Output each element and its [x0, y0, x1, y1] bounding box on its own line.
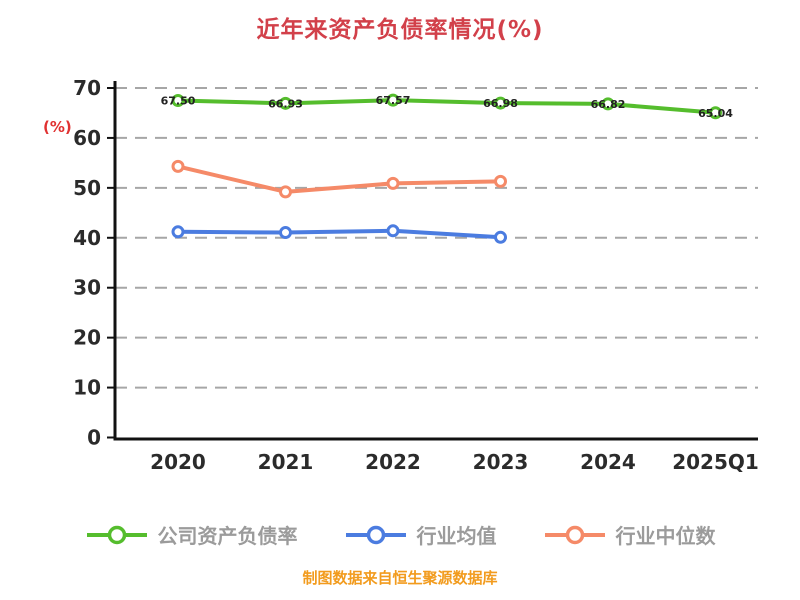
data-point-series-0: [494, 96, 507, 110]
data-point-series-1: [171, 225, 185, 239]
y-tick-label: 50: [73, 176, 101, 200]
legend-marker-industry-mean-icon: [345, 525, 406, 544]
x-tick-label: 2022: [365, 450, 421, 474]
data-point-series-0: [171, 93, 185, 107]
data-point-series-1: [386, 224, 400, 238]
data-point-series-2: [386, 176, 400, 190]
data-source-note: 制图数据来自恒生聚源数据库: [302, 569, 498, 587]
data-point-series-2: [279, 185, 292, 199]
data-point-label: 65.04: [698, 107, 733, 120]
series-line-0: [176, 98, 718, 115]
y-axis-unit-label: (%): [43, 118, 72, 136]
legend-marker-industry-median-icon: [544, 525, 605, 544]
legend: 公司资产负债率 行业均值 行业中位数: [0, 520, 800, 549]
data-point-series-0: [601, 97, 615, 111]
data-point-series-0: [279, 96, 292, 110]
legend-label-industry-mean: 行业均值: [416, 524, 497, 548]
data-point-label: 66.82: [591, 98, 626, 111]
x-tick-label: 2021: [258, 450, 314, 474]
data-point-series-1: [494, 230, 507, 244]
y-tick-label: 10: [73, 376, 101, 400]
y-tick-label: 60: [73, 126, 101, 150]
data-point-series-2: [171, 159, 185, 173]
y-tick-label: 70: [73, 76, 101, 100]
data-point-series-0: [709, 106, 722, 120]
y-tick-label: 0: [87, 426, 101, 450]
x-tick-label: 2025Q1: [672, 450, 759, 474]
legend-marker-company-ratio-icon: [86, 525, 147, 544]
data-point-label: 67.50: [161, 94, 196, 107]
y-tick-label: 40: [73, 226, 101, 250]
series-line-1: [176, 228, 503, 240]
chart-title: 近年来资产负债率情况(%): [256, 17, 544, 43]
data-point-series-1: [279, 226, 292, 240]
data-point-series-2: [494, 174, 507, 188]
legend-item-industry-median: 行业中位数: [543, 520, 716, 549]
data-point-label: 66.98: [483, 97, 518, 110]
legend-label-industry-median: 行业中位数: [615, 524, 716, 548]
y-tick-label: 30: [73, 276, 101, 300]
plot-area: 0 10 20 30 40 50 60 70(%) 2020 2021 2022 2023 2024 20…: [43, 76, 759, 474]
data-point-label: 66.93: [268, 97, 303, 110]
legend-label-company-ratio: 公司资产负债率: [157, 524, 298, 548]
y-tick-label: 20: [73, 326, 101, 350]
x-tick-label: 2020: [150, 450, 206, 474]
data-point-label: 67.57: [376, 94, 411, 107]
legend-item-company-ratio: 公司资产负债率: [85, 520, 298, 549]
legend-item-industry-mean: 行业均值: [344, 520, 497, 549]
x-tick-label: 2023: [473, 450, 529, 474]
x-tick-label: 2024: [580, 450, 636, 474]
series-line-2: [176, 164, 503, 194]
data-point-series-0: [386, 93, 400, 107]
